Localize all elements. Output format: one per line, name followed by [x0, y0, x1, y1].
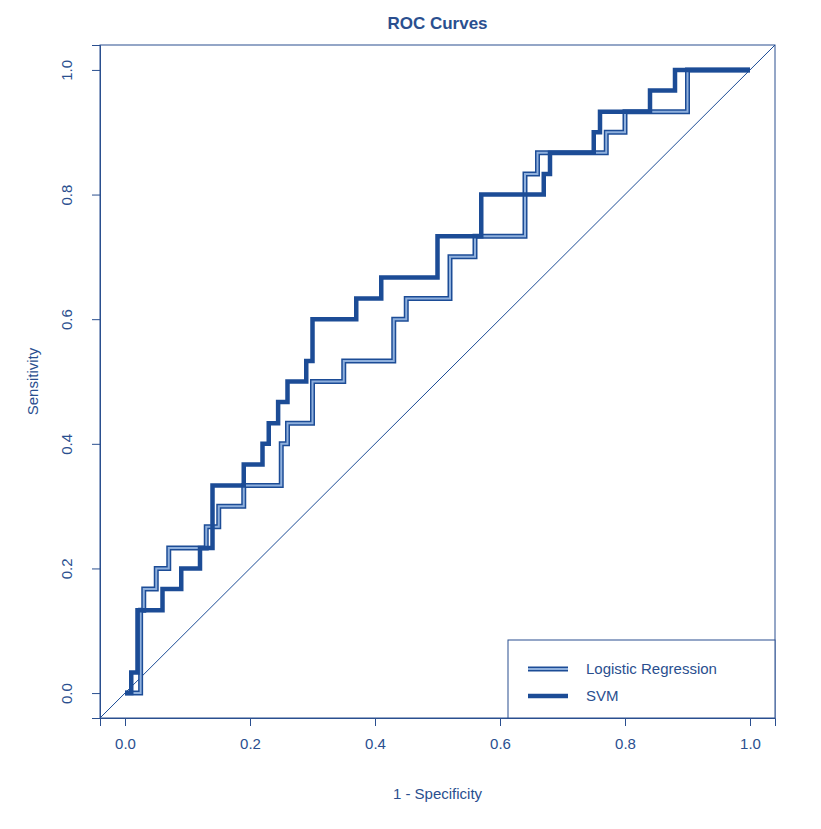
series-line — [125, 70, 750, 693]
y-tick-mark — [92, 568, 100, 569]
series-line — [125, 70, 750, 693]
x-tick: 0.4 — [365, 718, 386, 752]
legend-swatch-outline — [528, 667, 568, 672]
y-tick-label: 0.0 — [58, 683, 75, 704]
x-tick-label: 0.6 — [490, 735, 511, 752]
legend-label: SVM — [586, 687, 619, 704]
y-tick: 1.0 — [58, 60, 100, 81]
x-tick-mark — [500, 718, 501, 726]
series-line-outline — [125, 70, 750, 693]
x-tick: 0.8 — [615, 718, 636, 752]
y-tick-label: 0.4 — [58, 434, 75, 455]
x-tick: 0.2 — [240, 718, 261, 752]
y-tick: 0.4 — [58, 434, 100, 455]
legend: Logistic Regression SVM — [508, 640, 775, 718]
y-tick: 0.6 — [58, 309, 100, 330]
y-tick-mark — [92, 195, 100, 196]
y-tick-mark — [92, 319, 100, 320]
legend-swatch — [528, 668, 568, 670]
x-tick: 0.0 — [115, 718, 136, 752]
y-tick-mark — [92, 693, 100, 694]
y-tick-label: 0.6 — [58, 309, 75, 330]
y-tick: 0.8 — [58, 185, 100, 206]
reference-line — [100, 45, 775, 718]
legend-box — [508, 640, 775, 718]
x-tick-label: 0.2 — [240, 735, 261, 752]
y-tick: 0.0 — [58, 683, 100, 704]
x-tick-mark — [625, 718, 626, 726]
x-tick-label: 0.8 — [615, 735, 636, 752]
y-tick-label: 1.0 — [58, 60, 75, 81]
y-tick: 0.2 — [58, 559, 100, 580]
y-tick-label: 0.2 — [58, 559, 75, 580]
x-axis: 0.0 0.2 0.4 0.6 0.8 1.0 — [101, 718, 776, 752]
x-tick: 1.0 — [740, 718, 761, 752]
x-tick-mark — [750, 718, 751, 726]
chart-title: ROC Curves — [387, 14, 487, 33]
plot-frame — [100, 45, 775, 718]
x-tick-label: 0.0 — [115, 735, 136, 752]
y-axis: 0.0 0.2 0.4 0.6 0.8 1.0 — [58, 46, 101, 719]
x-tick-mark — [250, 718, 251, 726]
x-tick: 0.6 — [490, 718, 511, 752]
legend-swatch — [528, 694, 568, 699]
y-tick-mark — [92, 70, 100, 71]
y-tick-label: 0.8 — [58, 185, 75, 206]
x-tick-mark — [375, 718, 376, 726]
x-tick-label: 0.4 — [365, 735, 386, 752]
x-axis-line — [101, 719, 776, 727]
x-tick-mark — [125, 718, 126, 726]
legend-label: Logistic Regression — [586, 660, 717, 677]
x-tick-label: 1.0 — [740, 735, 761, 752]
chart: 0.0 0.2 0.4 0.6 0.8 1.0 0.0 0.2 0.4 0.6 0.8 1.0 ROC … — [0, 0, 821, 829]
plot-area — [100, 45, 775, 718]
y-axis-line — [92, 46, 101, 719]
y-axis-title: Sensitivity — [24, 347, 41, 415]
x-axis-title: 1 - Specificity — [393, 785, 483, 802]
y-tick-mark — [92, 444, 100, 445]
